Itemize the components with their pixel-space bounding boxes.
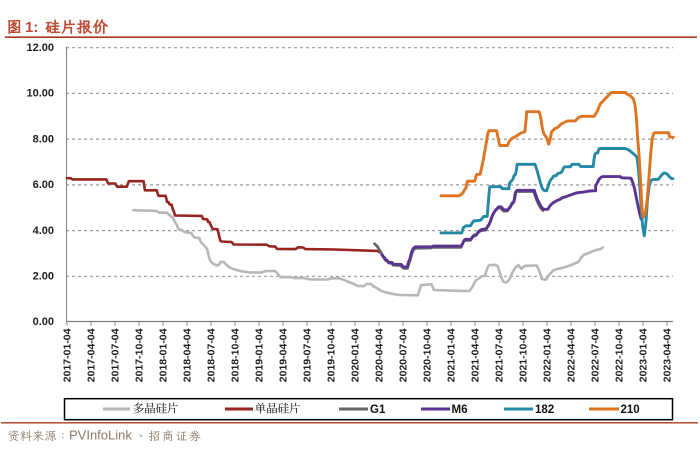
svg-text:PVInfoLink: PVInfoLink: [69, 428, 132, 443]
svg-text:2023-01-04: 2023-01-04: [638, 328, 650, 382]
svg-text:2020-04-04: 2020-04-04: [374, 328, 386, 382]
svg-text:12.00: 12.00: [26, 42, 54, 54]
svg-text:2022-04-04: 2022-04-04: [566, 328, 578, 382]
svg-text:2019-04-04: 2019-04-04: [278, 328, 290, 382]
svg-text:G1: G1: [370, 404, 386, 416]
svg-text:2018-07-04: 2018-07-04: [206, 328, 218, 382]
svg-text:6.00: 6.00: [33, 179, 54, 191]
svg-text:2017-01-04: 2017-01-04: [62, 328, 74, 382]
svg-text:2022-07-04: 2022-07-04: [590, 328, 602, 382]
svg-text:210: 210: [621, 404, 640, 416]
svg-text:182: 182: [535, 404, 554, 416]
svg-text:2019-01-04: 2019-01-04: [254, 328, 266, 382]
svg-text:10.00: 10.00: [26, 88, 54, 100]
svg-text:2021-04-04: 2021-04-04: [470, 328, 482, 382]
svg-text:2019-10-04: 2019-10-04: [326, 328, 338, 382]
svg-text:2018-01-04: 2018-01-04: [158, 328, 170, 382]
svg-text:2017-04-04: 2017-04-04: [86, 328, 98, 382]
svg-text:2021-01-04: 2021-01-04: [446, 328, 458, 382]
svg-text:2019-07-04: 2019-07-04: [302, 328, 314, 382]
svg-text:1:: 1:: [25, 19, 38, 36]
svg-text:2018-04-04: 2018-04-04: [182, 328, 194, 382]
svg-text:8.00: 8.00: [33, 133, 54, 145]
svg-text:2021-07-04: 2021-07-04: [494, 328, 506, 382]
svg-text:2020-10-04: 2020-10-04: [422, 328, 434, 382]
svg-text:2017-07-04: 2017-07-04: [110, 328, 122, 382]
svg-text:2020-01-04: 2020-01-04: [350, 328, 362, 382]
svg-text:2020-07-04: 2020-07-04: [398, 328, 410, 382]
svg-text:2.00: 2.00: [33, 271, 54, 283]
svg-text:2017-10-04: 2017-10-04: [134, 328, 146, 382]
svg-text:0.00: 0.00: [33, 316, 54, 328]
svg-text:4.00: 4.00: [33, 225, 54, 237]
svg-text:2022-01-04: 2022-01-04: [542, 328, 554, 382]
svg-text:2018-10-04: 2018-10-04: [230, 328, 242, 382]
svg-text:2023-04-04: 2023-04-04: [662, 328, 674, 382]
svg-text:M6: M6: [452, 404, 468, 416]
svg-text:2022-10-04: 2022-10-04: [614, 328, 626, 382]
svg-text:2021-10-04: 2021-10-04: [518, 328, 530, 382]
